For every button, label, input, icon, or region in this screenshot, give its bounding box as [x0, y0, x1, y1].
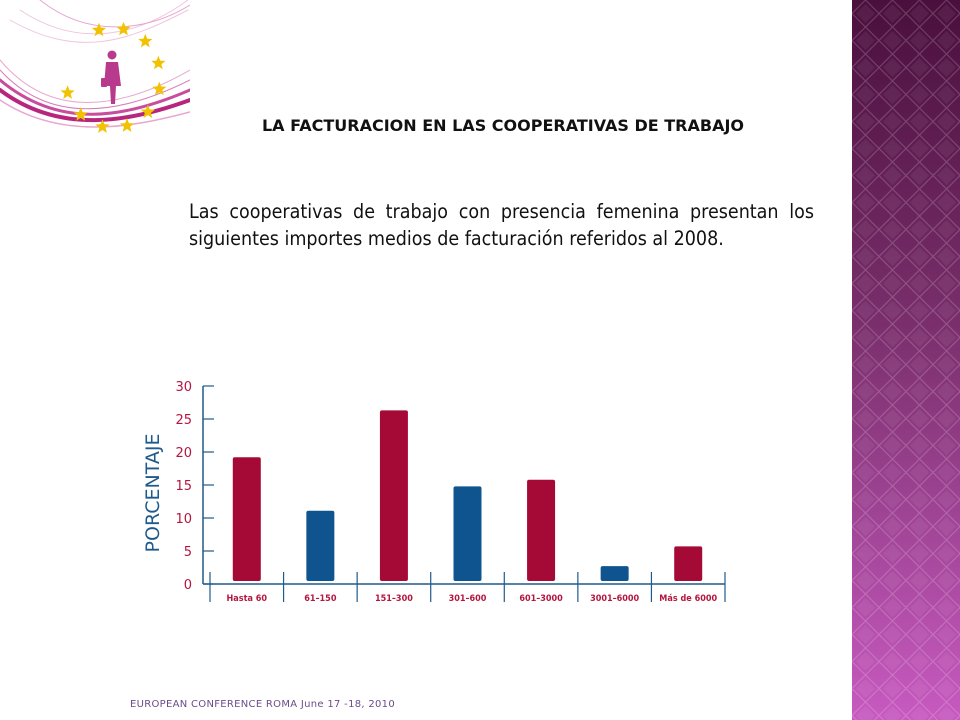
x-tick-label: 151–300 — [375, 594, 413, 604]
y-tick-label: 10 — [175, 512, 192, 527]
chart-axes — [202, 385, 726, 602]
x-tick-label: 601–3000 — [519, 594, 563, 604]
footer-text: EUROPEAN CONFERENCE ROMA June 17 -18, 20… — [130, 699, 396, 710]
y-tick-label: 5 — [184, 545, 192, 560]
star-icon — [151, 55, 166, 70]
bar — [453, 486, 482, 581]
woman-silhouette-icon — [101, 50, 121, 104]
star-icon — [140, 104, 155, 119]
bar-chart: PORCENTAJE 0 5 10 15 20 25 30 Hasta 60 61–150 151… — [142, 380, 726, 604]
y-tick-label: 15 — [175, 479, 192, 494]
star-icon — [138, 33, 153, 48]
x-tick-label: 3001–6000 — [590, 594, 639, 604]
y-axis-label: PORCENTAJE — [142, 434, 164, 553]
y-tick-label: 25 — [175, 413, 192, 428]
star-icon — [91, 22, 107, 37]
slide-intro-text: Las cooperativas de trabajo con presenci… — [189, 200, 814, 250]
star-icon — [95, 119, 110, 133]
star-icon — [73, 107, 88, 121]
decorative-sidebar — [852, 0, 960, 720]
x-tick-label: 301–600 — [449, 594, 487, 604]
star-icon — [119, 118, 135, 132]
eu-conference-logo — [0, 0, 190, 145]
bar — [674, 546, 703, 581]
chart-bars — [232, 410, 703, 581]
x-tick-label: 61–150 — [304, 594, 337, 604]
y-tick-label: 30 — [175, 380, 192, 395]
eu-stars-icon — [60, 21, 167, 133]
bar — [527, 479, 556, 581]
chart-labels: 0 5 10 15 20 25 30 Hasta 60 61–150 151–300 301–600… — [175, 380, 717, 604]
bar — [600, 566, 629, 581]
star-icon — [152, 81, 167, 96]
y-tick-label: 20 — [175, 446, 192, 461]
slide-title: LA FACTURACION EN LAS COOPERATIVAS DE TR… — [261, 116, 745, 135]
bar — [379, 410, 408, 581]
bar — [306, 510, 335, 581]
bar — [232, 457, 261, 581]
star-icon — [60, 85, 75, 99]
x-tick-label: Más de 6000 — [659, 594, 717, 604]
star-icon — [116, 21, 131, 36]
y-tick-label: 0 — [184, 578, 192, 593]
x-tick-label: Hasta 60 — [227, 594, 268, 604]
